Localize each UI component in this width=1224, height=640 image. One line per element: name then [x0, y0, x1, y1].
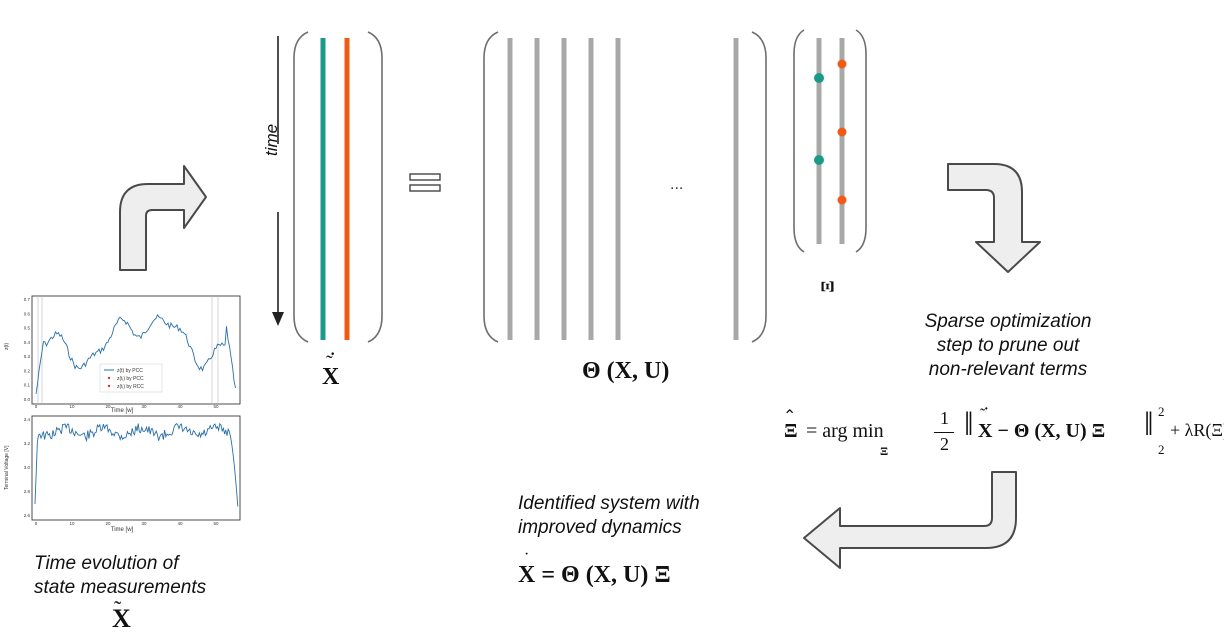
top-plot-xlabel: Time [w]: [111, 408, 134, 414]
xi-symbol: Ξ: [817, 280, 838, 293]
bottom-plot-trace: [34, 422, 239, 507]
plots-svg: z(t) by PCC z(tᵢ) by PCC z(tᵢ) by RCC 0.…: [4, 295, 241, 533]
xi-hat-lhs: ⌃ Ξ: [783, 408, 798, 442]
theta-matrix: [483, 31, 767, 343]
tick-label: 0.1: [24, 383, 31, 388]
argmin: = arg min: [806, 420, 884, 442]
tick-label: 40: [177, 404, 183, 409]
theta-symbol: Θ (X, U): [582, 358, 670, 384]
tick-label: 0.4: [24, 340, 31, 345]
bottom-plot-frame: [31, 415, 241, 521]
arrow-to-optimization-icon: [947, 163, 1041, 273]
tick-label: 0.2: [24, 368, 31, 373]
orange-coefficient-dot: [837, 127, 847, 137]
half-denominator: 2: [940, 434, 949, 454]
x-tilde-symbol: ˜ X: [112, 596, 131, 633]
time-evolution-line-2: state measurements: [34, 577, 207, 598]
tick-label: 0.0: [24, 397, 31, 402]
tick-label: 3.2: [24, 441, 31, 446]
tick-label: 20: [105, 404, 111, 409]
tick-label: 20: [105, 521, 111, 526]
legend-item-3: z(tᵢ) by RCC: [117, 384, 144, 390]
top-plot-legend: z(t) by PCC z(tᵢ) by PCC z(tᵢ) by RCC: [99, 363, 163, 393]
sparse-line-1: Sparse optimization: [924, 311, 1092, 332]
norm-right: ‖: [1144, 406, 1154, 443]
norm-subscript: 2: [1158, 442, 1165, 457]
time-axis-arrow-icon: [272, 36, 284, 326]
arrow-to-identified-icon: [803, 471, 1017, 569]
argmin-subscript: Ξ: [880, 444, 889, 458]
tick-label: 0.3: [24, 354, 31, 359]
right-bracket: [367, 31, 383, 343]
state-plots: z(t) by PCC z(tᵢ) by PCC z(tᵢ) by RCC 0.…: [0, 284, 248, 534]
identified-equation: · X = Θ (X, U) Ξ: [518, 546, 671, 588]
tick-label: 2.8: [24, 489, 31, 494]
tick-label: 0.7: [24, 297, 31, 302]
tick-label: 10: [69, 521, 75, 526]
orange-coefficient-dot: [837, 195, 847, 205]
tick-label: 0: [35, 521, 38, 526]
optimization-equation: ⌃ Ξ = arg min Ξ 1 2 ‖ ˜ · X − Θ (X, U) Ξ…: [780, 402, 1224, 466]
time-evolution-line-1: Time evolution of: [34, 553, 179, 574]
sparse-caption: Sparse optimization step to prune out no…: [900, 310, 1116, 382]
teal-coefficient-dot: [814, 155, 824, 165]
tick-label: 0: [35, 404, 38, 409]
tick-label: 0.6: [24, 311, 31, 316]
tick-label: 40: [177, 521, 183, 526]
norm-superscript: 2: [1158, 404, 1165, 419]
xdot-matrix: [293, 31, 383, 343]
teal-coefficient-dot: [814, 73, 824, 83]
tick-label: 50: [213, 404, 219, 409]
bottom-plot-xlabel: Time [w]: [111, 527, 134, 533]
left-bracket: [293, 31, 309, 343]
equals-icon: [409, 173, 441, 192]
top-plot-xticks: 0 10 20 30 40 50: [35, 404, 219, 409]
norm-body: ˜ · X − Θ (X, U) Ξ: [978, 402, 1106, 442]
sparse-line-3: non-relevant terms: [928, 359, 1088, 380]
legend-item-1: z(t) by PCC: [117, 368, 143, 374]
tick-label: 0.5: [24, 326, 31, 331]
x-dot-tilde-symbol: ˜ · X: [322, 346, 340, 390]
regularizer: + λR(Ξ): [1170, 420, 1224, 440]
identified-line-1: Identified system with: [518, 493, 700, 514]
tick-label: 50: [213, 521, 219, 526]
top-plot-yticks: 0.7 0.6 0.5 0.4 0.3 0.2 0.1 0.0: [24, 297, 31, 402]
ellipsis: ...: [670, 176, 684, 193]
half-numerator: 1: [940, 408, 949, 428]
bottom-plot-yticks: 3.4 3.2 3.0 2.8 2.6: [24, 417, 31, 518]
identified-line-2: improved dynamics: [518, 517, 682, 538]
top-plot-trace: [35, 313, 236, 394]
tick-label: 30: [141, 404, 147, 409]
arrow-to-matrix-icon: [119, 165, 207, 271]
xi-matrix: [793, 29, 867, 253]
bottom-plot-ylabel: Terminal Voltage [V]: [4, 445, 10, 490]
tick-label: 3.0: [24, 465, 31, 470]
orange-coefficient-dot: [837, 59, 847, 69]
tick-label: 30: [141, 521, 147, 526]
tick-label: 10: [69, 404, 75, 409]
time-evolution-caption: Time evolution of state measurements: [34, 552, 254, 600]
top-plot-ylabel: z(t): [4, 342, 10, 350]
sparse-line-2: step to prune out: [936, 335, 1080, 356]
bottom-plot-xticks: 0 10 20 30 40 50: [35, 521, 219, 526]
tick-label: 3.4: [24, 417, 31, 422]
legend-item-2: z(tᵢ) by PCC: [117, 376, 144, 382]
norm-left: ‖: [964, 406, 974, 443]
tick-label: 2.6: [24, 513, 31, 518]
identified-caption: Identified system with improved dynamics: [518, 492, 758, 540]
